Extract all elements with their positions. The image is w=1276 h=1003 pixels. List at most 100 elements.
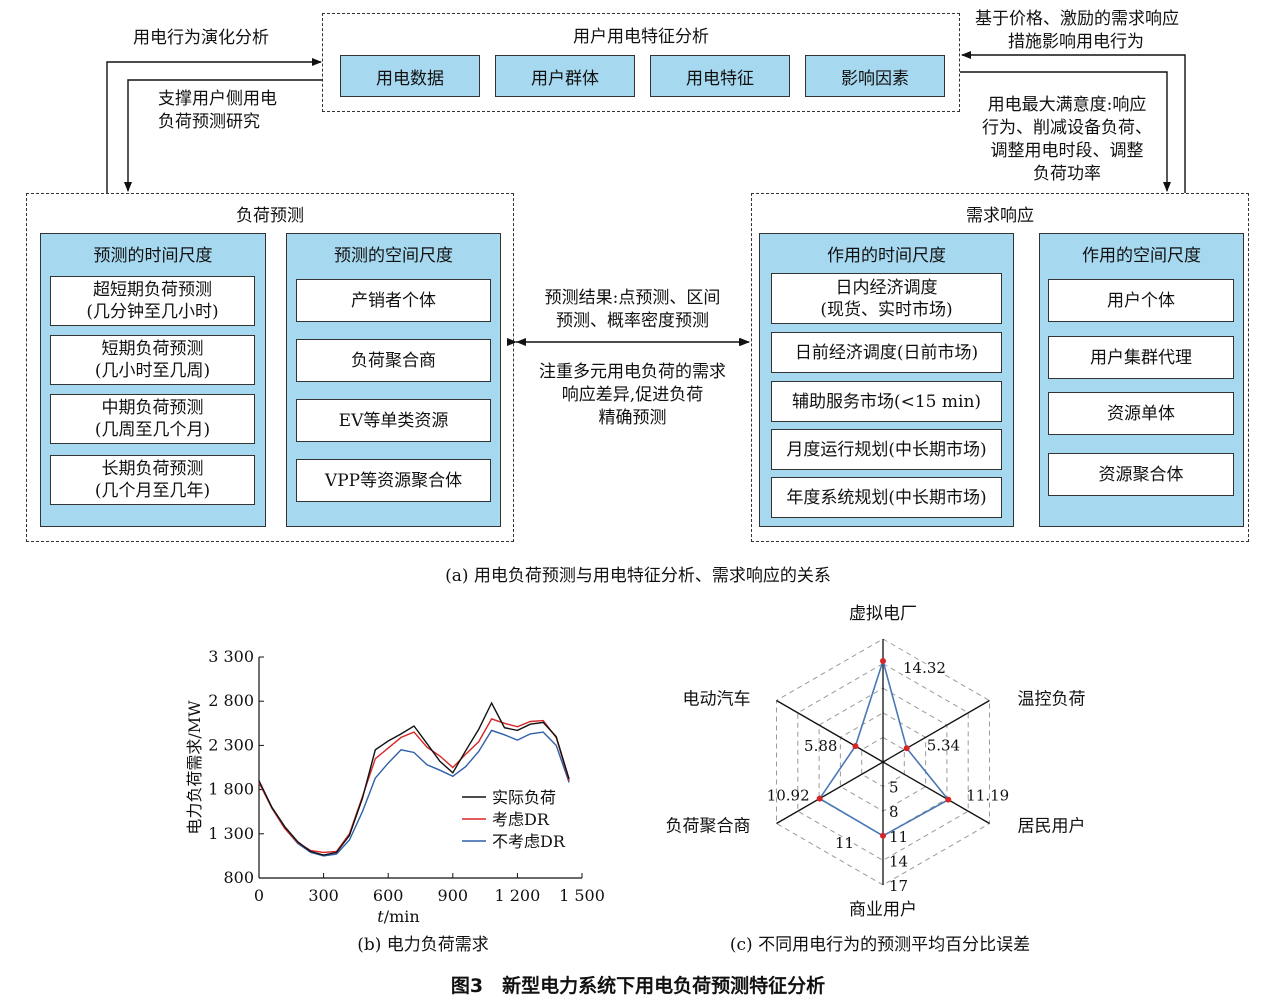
feature-item-factor: 影响因素 <box>805 55 945 97</box>
forecast-space-title: 预测的空间尺度 <box>334 246 453 266</box>
radar-axis <box>882 699 990 763</box>
dr-ancillary: 辅助服务市场(<15 min) <box>771 381 1002 422</box>
forecast-long: 长期负荷预测 (几个月至几年) <box>50 455 255 505</box>
radar-axis-label: 商业用户 <box>849 900 917 920</box>
dr-intraday: 日内经济调度 (现货、实时市场) <box>771 273 1002 324</box>
y-tick-label: 800 <box>223 868 254 887</box>
ultra-short-line-1: 超短期负荷预测 <box>93 280 212 300</box>
space-ev: EV等单类资源 <box>296 399 491 442</box>
ring-label: 14 <box>889 852 908 870</box>
forecast-short: 短期负荷预测 (几小时至几周) <box>50 335 255 385</box>
radar-value-label: 5.88 <box>804 737 837 755</box>
ultra-short-line-2: (几分钟至几小时) <box>86 302 219 322</box>
series-line-2 <box>258 729 570 857</box>
middle-lower-text-3: 精确预测 <box>598 408 667 428</box>
radar-point <box>880 832 886 839</box>
dr-monthly: 月度运行规划(中长期市场) <box>771 429 1002 470</box>
radar-value-label: 14.32 <box>903 659 946 677</box>
y-tick-label: 1 300 <box>208 824 254 843</box>
arrow-left-up <box>106 58 322 193</box>
right-down-arrow-label-4: 负荷功率 <box>1033 164 1101 184</box>
arrow-right-down <box>960 71 1171 192</box>
arrow-left-down <box>124 79 322 192</box>
right-down-arrow-label-1: 用电最大满意度:响应 <box>987 95 1147 115</box>
legend-label: 实际负荷 <box>492 788 556 807</box>
feature-item-data: 用电数据 <box>340 55 480 97</box>
feature-item-characteristic: 用电特征 <box>650 55 790 97</box>
demand-response-title: 需求响应 <box>966 206 1034 226</box>
radar-value-label: 11 <box>835 834 854 852</box>
radar-point <box>880 657 886 664</box>
radar-axis-label: 居民用户 <box>1018 817 1086 837</box>
radar-axis-label: 负荷聚合商 <box>665 817 750 837</box>
user-feature-title: 用户用电特征分析 <box>573 27 709 47</box>
x-tick-label: 0 <box>254 886 264 905</box>
middle-upper-text-1: 预测结果:点预测、区间 <box>544 288 721 308</box>
load-forecast-panel <box>26 193 514 542</box>
forecast-time-title: 预测的时间尺度 <box>93 246 213 266</box>
x-tick-label: 1 200 <box>494 886 540 905</box>
dr-space-resource: 资源单体 <box>1048 392 1234 435</box>
forecast-ultra-short: 超短期负荷预测 (几分钟至几小时) <box>50 276 255 326</box>
feature-item-group: 用户群体 <box>495 55 635 97</box>
medium-line-1: 中期负荷预测 <box>101 398 204 418</box>
radar-value-label: 10.92 <box>767 787 810 805</box>
dr-dayahead: 日前经济调度(日前市场) <box>771 332 1002 373</box>
middle-upper-text-2: 预测、概率密度预测 <box>556 311 709 331</box>
middle-lower-text-2: 响应差异,促进负荷 <box>561 385 704 405</box>
x-tick-label: 1 500 <box>559 886 605 905</box>
radar-value-label: 5.34 <box>927 736 960 754</box>
caption-c: (c) 不同用电行为的预测平均百分比误差 <box>729 935 1031 955</box>
radar-point <box>903 745 910 752</box>
intraday-line-1: 日内经济调度 <box>835 277 938 298</box>
demand-response-panel <box>751 193 1249 542</box>
y-tick-label: 2 800 <box>208 691 254 710</box>
right-down-arrow-label-2: 行为、削减设备负荷、 <box>982 118 1152 138</box>
caption-a: (a) 用电负荷预测与用电特征分析、需求响应的关系 <box>445 566 831 586</box>
forecast-medium: 中期负荷预测 (几周至几个月) <box>50 394 255 444</box>
load-forecast-title: 负荷预测 <box>236 206 304 226</box>
dr-space-cluster: 用户集群代理 <box>1048 336 1234 379</box>
radar-value-label: 11.19 <box>966 787 1009 805</box>
radar-point <box>852 743 859 750</box>
series-line-0 <box>258 701 570 856</box>
short-line-2: (几小时至几周) <box>94 361 211 381</box>
dr-space-individual: 用户个体 <box>1048 279 1234 322</box>
dr-space-aggregate: 资源聚合体 <box>1048 453 1234 496</box>
left-down-arrow-label-1: 支撑用户侧用电 <box>158 89 277 109</box>
x-tick-label: 600 <box>373 886 404 905</box>
legend-label: 不考虑DR <box>492 832 566 851</box>
space-prosumer: 产销者个体 <box>296 279 491 322</box>
x-tick-label: 900 <box>438 886 469 905</box>
ring-label: 8 <box>889 803 899 821</box>
dr-annual: 年度系统规划(中长期市场) <box>771 477 1002 518</box>
middle-lower-text-1: 注重多元用电负荷的需求 <box>539 362 726 382</box>
radar-chart: 5 8 11 14 17 14.32 5.34 11.19 11 10.92 5.88 虚拟电厂温控负… <box>665 604 1086 920</box>
x-tick-label: 300 <box>308 886 339 905</box>
long-line-1: 长期负荷预测 <box>101 459 204 479</box>
series-line-1 <box>258 718 570 854</box>
diagram-arrows <box>106 51 1186 346</box>
radar-axis-label: 虚拟电厂 <box>849 604 917 624</box>
y-tick-label: 2 300 <box>208 735 254 754</box>
space-vpp: VPP等资源聚合体 <box>296 459 491 502</box>
right-down-arrow-label-3: 调整用电时段、调整 <box>990 141 1144 161</box>
y-axis-label: 电力负荷需求/MW <box>185 700 204 835</box>
ring-label: 17 <box>889 877 908 895</box>
ring-label: 11 <box>889 828 908 846</box>
radar-axis <box>776 761 884 825</box>
medium-line-2: (几周至几个月) <box>94 420 211 440</box>
arrow-right-up <box>961 51 1186 193</box>
y-tick-label: 3 300 <box>208 647 254 666</box>
left-up-arrow-label: 用电行为演化分析 <box>133 28 269 48</box>
radar-axis-label: 电动汽车 <box>682 690 750 710</box>
right-up-arrow-label-2: 措施影响用电行为 <box>1008 32 1144 52</box>
x-axis-label: t/min <box>377 907 419 926</box>
legend-label: 考虑DR <box>492 810 550 829</box>
intraday-line-2: (现货、实时市场) <box>820 299 953 320</box>
radar-point <box>816 795 823 802</box>
caption-b: (b) 电力负荷需求 <box>357 935 489 955</box>
long-line-2: (几个月至几年) <box>94 481 211 501</box>
short-line-1: 短期负荷预测 <box>101 339 204 359</box>
radar-point <box>945 796 952 803</box>
